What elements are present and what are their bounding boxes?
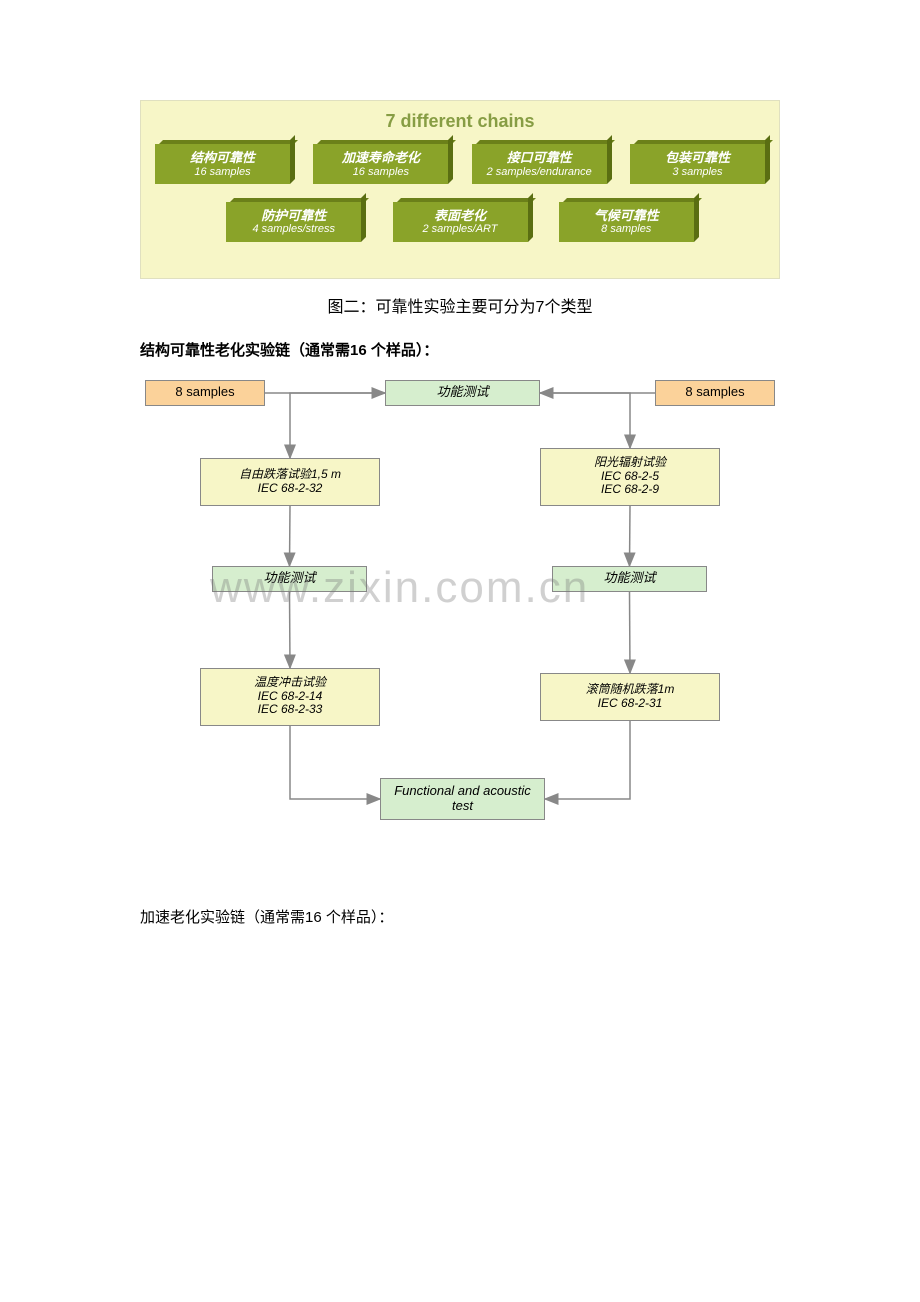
chain-box: 包装可靠性3 samples: [630, 144, 765, 184]
flow-box-text: IEC 68-2-9: [601, 483, 659, 497]
flow-arrow: [630, 506, 631, 566]
flow-box-text: IEC 68-2-32: [258, 482, 323, 496]
chain-subtitle: 8 samples: [563, 223, 690, 236]
flow-box-text: 自由跌落试验1,5 m: [239, 468, 341, 482]
flow-box-sunR: 阳光辐射试验IEC 68-2-5IEC 68-2-9: [540, 448, 720, 506]
flow-box-text: 功能测试: [436, 385, 488, 400]
flow-box-funcFinal: Functional and acoustictest: [380, 778, 545, 820]
flow-box-text: 温度冲击试验: [254, 676, 326, 690]
chains-panel: 7 different chains 结构可靠性16 samples加速寿命老化…: [140, 100, 780, 279]
chain-box: 气候可靠性8 samples: [559, 202, 694, 242]
flow-arrow: [290, 592, 291, 668]
chain-box: 结构可靠性16 samples: [155, 144, 290, 184]
flow-arrow: [630, 592, 631, 673]
flow-box-funcL: 功能测试: [212, 566, 367, 592]
flow-box-text: 8 samples: [685, 385, 744, 400]
flow-box-text: IEC 68-2-31: [598, 697, 663, 711]
chain-title: 结构可靠性: [159, 150, 286, 166]
flow-box-samplesL: 8 samples: [145, 380, 265, 406]
flow-box-text: Functional and acoustic: [394, 784, 531, 799]
chain-subtitle: 3 samples: [634, 166, 761, 179]
flow-box-text: IEC 68-2-14: [258, 690, 323, 704]
flow-box-tumbleR: 滚筒随机跌落1mIEC 68-2-31: [540, 673, 720, 721]
chain-title: 表面老化: [397, 208, 524, 224]
flow-box-text: 功能测试: [263, 571, 315, 586]
chain-box: 表面老化2 samples/ART: [393, 202, 528, 242]
figure-caption: 图二：可靠性实验主要可分为7个类型: [0, 293, 920, 317]
flow-arrow: [545, 721, 630, 799]
chain-subtitle: 2 samples/ART: [397, 223, 524, 236]
chain-box: 加速寿命老化16 samples: [313, 144, 448, 184]
panel-title: 7 different chains: [155, 111, 765, 132]
chain-subtitle: 16 samples: [317, 166, 444, 179]
flow-box-funcTop: 功能测试: [385, 380, 540, 406]
chain-title: 包装可靠性: [634, 150, 761, 166]
chain-title: 气候可靠性: [563, 208, 690, 224]
section-heading-structural: 结构可靠性老化实验链（通常需16 个样品）：: [140, 339, 920, 360]
chain-subtitle: 4 samples/stress: [230, 223, 357, 236]
flow-box-funcR: 功能测试: [552, 566, 707, 592]
flowchart-structural: 8 samples8 samples功能测试自由跌落试验1,5 mIEC 68-…: [140, 378, 780, 888]
flow-box-text: IEC 68-2-33: [258, 703, 323, 717]
flow-box-text: test: [452, 799, 473, 814]
chain-row-2: 防护可靠性4 samples/stress 表面老化2 samples/ART 气候…: [155, 202, 765, 242]
flow-box-dropL: 自由跌落试验1,5 mIEC 68-2-32: [200, 458, 380, 506]
flow-box-text: 滚筒随机跌落1m: [586, 683, 675, 697]
flow-arrow: [290, 726, 380, 799]
chain-subtitle: 2 samples/endurance: [476, 166, 603, 179]
chain-row-1: 结构可靠性16 samples加速寿命老化16 samples接口可靠性2 sa…: [155, 144, 765, 184]
section-heading-accelerated: 加速老化实验链（通常需16 个样品）：: [140, 906, 920, 927]
flow-box-samplesR: 8 samples: [655, 380, 775, 406]
chain-title: 接口可靠性: [476, 150, 603, 166]
flow-arrow: [290, 393, 385, 458]
flow-box-text: IEC 68-2-5: [601, 470, 659, 484]
chain-title: 防护可靠性: [230, 208, 357, 224]
chain-box: 防护可靠性4 samples/stress: [226, 202, 361, 242]
flow-arrow: [290, 506, 291, 566]
flow-arrow: [540, 393, 630, 448]
flow-box-text: 8 samples: [175, 385, 234, 400]
chain-title: 加速寿命老化: [317, 150, 444, 166]
flow-box-text: 功能测试: [603, 571, 655, 586]
chain-box: 接口可靠性2 samples/endurance: [472, 144, 607, 184]
flow-box-text: 阳光辐射试验: [594, 456, 666, 470]
chain-subtitle: 16 samples: [159, 166, 286, 179]
flow-box-tempL: 温度冲击试验IEC 68-2-14IEC 68-2-33: [200, 668, 380, 726]
